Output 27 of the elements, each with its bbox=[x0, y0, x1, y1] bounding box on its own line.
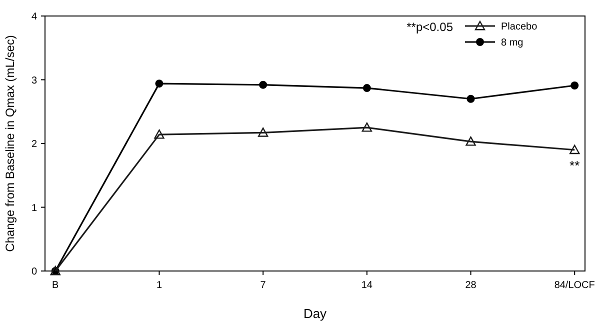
x-tick-label: 84/LOCF bbox=[554, 280, 595, 291]
point bbox=[259, 80, 268, 89]
y-axis-title: Change from Baseline in Qmax (mL/sec) bbox=[3, 35, 17, 252]
y-tick-label: 1 bbox=[31, 202, 38, 214]
x-axis-title: Day bbox=[303, 306, 328, 321]
point bbox=[362, 84, 371, 92]
point bbox=[362, 122, 372, 132]
x-tick-label: B bbox=[52, 280, 60, 291]
point bbox=[570, 144, 580, 154]
annotation: ** bbox=[570, 158, 580, 173]
y-tick-label: 4 bbox=[31, 12, 38, 22]
annotation: **p<0.05 bbox=[406, 20, 454, 34]
point bbox=[154, 129, 164, 139]
legend-label: Placebo bbox=[501, 22, 538, 32]
y-tick-label: 0 bbox=[31, 266, 38, 278]
point bbox=[155, 80, 164, 88]
x-tick-label: 7 bbox=[260, 280, 266, 291]
y-tick-label: 2 bbox=[31, 139, 38, 150]
y-tick-label: 3 bbox=[31, 75, 38, 86]
legend-label: 8 mg bbox=[501, 38, 524, 48]
x-tick-label: 1 bbox=[156, 280, 162, 291]
point bbox=[466, 94, 475, 103]
point bbox=[466, 136, 476, 146]
point bbox=[570, 81, 579, 90]
point bbox=[258, 128, 268, 137]
x-tick-label: 14 bbox=[361, 280, 373, 291]
x-tick-label: 28 bbox=[465, 280, 477, 291]
